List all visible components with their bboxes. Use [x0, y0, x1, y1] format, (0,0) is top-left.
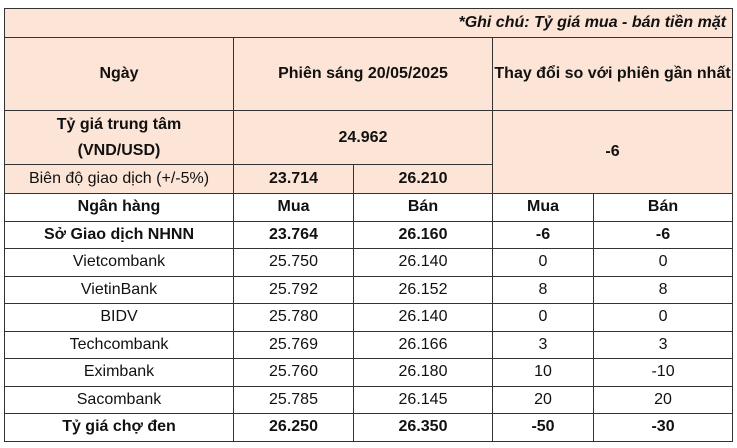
buy-rate: 23.764 [233, 220, 354, 249]
note: *Ghi chú: Tỷ giá mua - bán tiền mặt [3, 8, 734, 38]
sell-rate: 26.350 [353, 413, 493, 442]
date-header: Ngày [4, 37, 234, 111]
table-row: Tỷ giá chợ đen 26.250 26.350 -50 -30 [4, 413, 734, 442]
table-row: BIDV 25.780 26.140 0 0 [4, 303, 734, 332]
table-row: Eximbank 25.760 26.180 10 -10 [4, 358, 734, 387]
buy-rate: 26.250 [233, 413, 354, 442]
range-high: 26.210 [353, 164, 493, 194]
central-rate-change: -6 [491, 110, 734, 194]
buy-rate: 25.760 [233, 358, 354, 387]
buy-change: 3 [492, 330, 594, 359]
table-row: Techcombank 25.769 26.166 3 3 [4, 330, 734, 359]
range-low: 23.714 [233, 164, 354, 194]
buy-rate: 25.769 [233, 330, 354, 359]
sell-rate: 26.166 [353, 330, 493, 359]
col-sell: Bán [353, 193, 493, 222]
buy-rate: 25.780 [233, 303, 354, 332]
sell-change: 20 [592, 385, 734, 414]
bank-name: Sở Giao dịch NHNN [4, 220, 234, 249]
col-buy: Mua [233, 193, 354, 222]
bank-name: Tỷ giá chợ đen [4, 413, 234, 442]
table-row: VietinBank 25.792 26.152 8 8 [4, 275, 734, 304]
sell-change: -6 [592, 220, 734, 249]
sell-rate: 26.140 [353, 303, 493, 332]
bank-name: VietinBank [4, 275, 234, 304]
sell-change: 3 [592, 330, 734, 359]
buy-change: -6 [492, 220, 594, 249]
buy-change: 0 [492, 248, 594, 277]
bank-name: Techcombank [4, 330, 234, 359]
col-buy-change: Mua [492, 193, 594, 222]
buy-change: -50 [492, 413, 594, 442]
change-header: Thay đổi so với phiên gần nhất [491, 37, 734, 111]
bank-name: Vietcombank [4, 248, 234, 277]
buy-rate: 25.785 [233, 385, 354, 414]
buy-change: 20 [492, 385, 594, 414]
col-sell-change: Bán [592, 193, 734, 222]
buy-rate: 25.792 [233, 275, 354, 304]
bank-name: Eximbank [4, 358, 234, 387]
sell-change: -30 [592, 413, 734, 442]
sell-rate: 26.180 [353, 358, 493, 387]
table-row: Sở Giao dịch NHNN 23.764 26.160 -6 -6 [4, 220, 734, 249]
buy-rate: 25.750 [233, 248, 354, 277]
sell-rate: 26.160 [353, 220, 493, 249]
sell-rate: 26.145 [353, 385, 493, 414]
sell-change: -10 [592, 358, 734, 387]
central-rate-label: Tỷ giá trung tâm (VND/USD) [4, 110, 234, 165]
sell-rate: 26.140 [353, 248, 493, 277]
sell-change: 0 [592, 303, 734, 332]
buy-change: 10 [492, 358, 594, 387]
table-row: Vietcombank 25.750 26.140 0 0 [4, 248, 734, 277]
column-headers: Ngân hàng Mua Bán Mua Bán [4, 193, 734, 222]
range-label: Biên độ giao dịch (+/-5%) [4, 164, 234, 194]
exchange-rate-table: *Ghi chú: Tỷ giá mua - bán tiền mặt Ngày… [3, 8, 734, 442]
table-row: Sacombank 25.785 26.145 20 20 [4, 385, 734, 414]
sell-change: 8 [592, 275, 734, 304]
session-header: Phiên sáng 20/05/2025 [233, 37, 493, 111]
buy-change: 0 [492, 303, 594, 332]
sell-rate: 26.152 [353, 275, 493, 304]
col-bank: Ngân hàng [4, 193, 234, 222]
sell-change: 0 [592, 248, 734, 277]
buy-change: 8 [492, 275, 594, 304]
central-rate-value: 24.962 [233, 110, 493, 165]
bank-name: Sacombank [4, 385, 234, 414]
bank-name: BIDV [4, 303, 234, 332]
